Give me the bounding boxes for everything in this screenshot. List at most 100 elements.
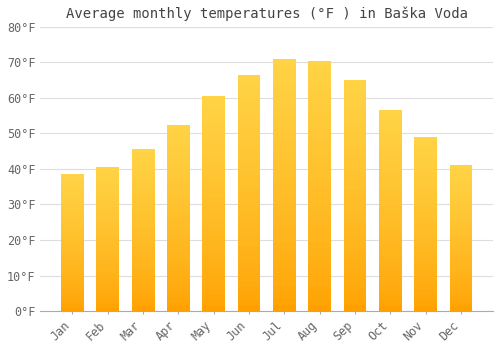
Bar (167, 148, 190, 153)
Bar (132, 283, 154, 287)
Bar (379, 211, 402, 216)
Bar (344, 115, 366, 120)
Bar (167, 283, 190, 288)
Bar (238, 199, 260, 205)
Bar (96, 167, 119, 311)
Bar (308, 192, 331, 198)
Bar (167, 204, 190, 209)
Bar (379, 276, 402, 281)
Bar (450, 267, 472, 271)
Bar (132, 178, 154, 182)
Bar (273, 248, 296, 254)
Bar (167, 297, 190, 302)
Bar (344, 294, 366, 300)
Bar (96, 218, 119, 221)
Bar (202, 284, 225, 289)
Bar (61, 290, 84, 294)
Bar (273, 236, 296, 242)
Bar (167, 209, 190, 213)
Bar (308, 180, 331, 186)
Bar (167, 171, 190, 176)
Bar (132, 259, 154, 262)
Bar (167, 223, 190, 227)
Bar (238, 175, 260, 181)
Bar (379, 256, 402, 261)
Bar (61, 222, 84, 226)
Bar (414, 159, 437, 163)
Bar (202, 161, 225, 166)
Bar (308, 111, 331, 117)
Bar (132, 222, 154, 226)
Bar (167, 302, 190, 307)
Bar (273, 299, 296, 305)
Bar (61, 298, 84, 301)
Bar (132, 186, 154, 190)
Bar (167, 241, 190, 246)
Bar (414, 307, 437, 311)
Bar (308, 167, 331, 173)
Bar (414, 246, 437, 250)
Bar (61, 205, 84, 209)
Bar (132, 174, 154, 178)
Bar (96, 210, 119, 214)
Bar (96, 257, 119, 261)
Bar (61, 184, 84, 188)
Bar (344, 138, 366, 144)
Bar (96, 289, 119, 293)
Bar (238, 264, 260, 270)
Bar (308, 205, 331, 211)
Bar (450, 184, 472, 187)
Bar (344, 271, 366, 276)
Bar (344, 126, 366, 132)
Bar (132, 202, 154, 206)
Bar (273, 78, 296, 84)
Bar (308, 211, 331, 217)
Bar (61, 229, 84, 232)
Bar (61, 209, 84, 212)
Bar (450, 202, 472, 205)
Bar (273, 217, 296, 223)
Bar (450, 231, 472, 234)
Bar (414, 250, 437, 254)
Bar (273, 90, 296, 97)
Bar (61, 257, 84, 260)
Bar (96, 253, 119, 257)
Bar (61, 263, 84, 267)
Bar (238, 258, 260, 264)
Bar (96, 264, 119, 268)
Bar (273, 147, 296, 153)
Bar (202, 268, 225, 273)
Bar (308, 61, 331, 311)
Bar (202, 295, 225, 300)
Bar (450, 227, 472, 231)
Bar (414, 198, 437, 202)
Bar (96, 199, 119, 203)
Bar (96, 250, 119, 253)
Bar (344, 132, 366, 138)
Bar (202, 252, 225, 257)
Bar (344, 236, 366, 242)
Bar (379, 176, 402, 181)
Bar (379, 251, 402, 256)
Bar (308, 79, 331, 86)
Bar (238, 146, 260, 152)
Bar (344, 97, 366, 103)
Bar (238, 270, 260, 276)
Bar (344, 219, 366, 224)
Bar (61, 174, 84, 311)
Bar (379, 166, 402, 170)
Bar (61, 294, 84, 298)
Bar (450, 205, 472, 209)
Bar (202, 172, 225, 177)
Bar (273, 273, 296, 280)
Bar (379, 125, 402, 131)
Bar (414, 220, 437, 224)
Bar (96, 189, 119, 192)
Bar (308, 299, 331, 305)
Bar (273, 204, 296, 210)
Bar (379, 110, 402, 115)
Bar (450, 253, 472, 257)
Bar (96, 174, 119, 178)
Bar (379, 146, 402, 150)
Bar (379, 226, 402, 231)
